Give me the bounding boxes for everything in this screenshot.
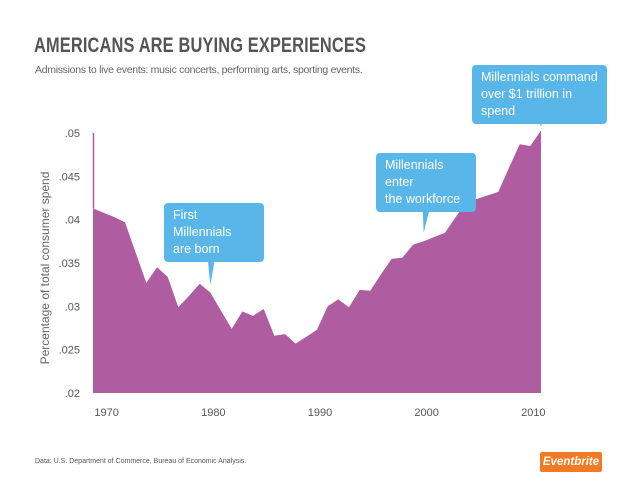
callout-workforce: Millennials enter the workforce [376, 153, 476, 212]
callout-text: the workforce [385, 192, 461, 206]
y-tick-label: .045 [59, 171, 80, 183]
chart-title: AMERICANS ARE BUYING EXPERIENCES [34, 34, 367, 57]
y-tick-label: .04 [65, 215, 80, 227]
y-tick-label: .025 [59, 345, 80, 357]
chart-subtitle: Admissions to live events: music concert… [35, 64, 363, 76]
callout-text: Millennials command [481, 70, 598, 84]
callout-text: are born [173, 242, 220, 256]
callout-text: Millennials enter [385, 158, 444, 189]
data-source: Data: U.S. Department of Commerce, Burea… [35, 458, 247, 465]
callout-trillion: Millennials command over $1 trillion in … [472, 65, 607, 124]
x-tick-label: 1980 [201, 407, 225, 419]
callout-first-millennials: First Millennials are born [164, 203, 264, 262]
y-axis-label: Percentage of total consumer spend [38, 172, 52, 365]
eventbrite-logo[interactable]: Eventbrite [540, 452, 602, 472]
callout-text: over $1 trillion in spend [481, 87, 573, 118]
y-tick-label: .05 [65, 128, 80, 140]
y-tick-label: .035 [59, 258, 80, 270]
y-tick-label: .03 [65, 301, 80, 313]
x-tick-label: 1990 [308, 407, 332, 419]
x-tick-label: 2000 [414, 407, 438, 419]
area-series [93, 130, 541, 393]
y-tick-label: .02 [65, 388, 80, 400]
x-tick-label: 2010 [521, 407, 545, 419]
callout-text: First Millennials [173, 208, 232, 239]
x-tick-label: 1970 [94, 407, 118, 419]
